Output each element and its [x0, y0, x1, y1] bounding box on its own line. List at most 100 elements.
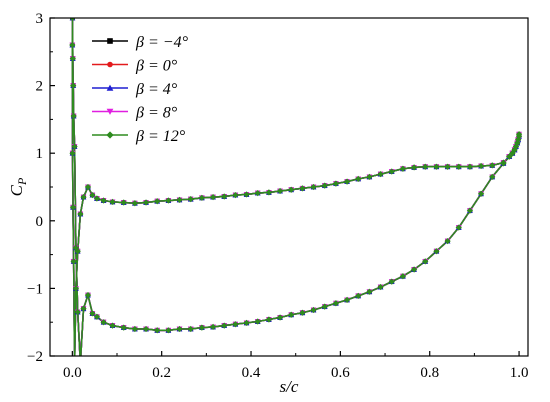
legend-label-3: β = 8° [135, 105, 178, 122]
data-point [299, 185, 306, 192]
legend-label-0: β = −4° [135, 34, 189, 51]
data-point [80, 305, 87, 312]
data-point [74, 308, 81, 316]
data-point [343, 178, 351, 185]
data-point [84, 292, 92, 299]
data-point [80, 194, 87, 201]
data-point [198, 324, 206, 331]
data-point [410, 266, 418, 273]
data-point [444, 237, 451, 245]
data-point [489, 173, 496, 180]
data-point [131, 200, 138, 207]
data-point [100, 319, 107, 326]
y-axis-label-main: C [7, 184, 26, 196]
data-point [74, 248, 81, 255]
data-point [477, 190, 485, 197]
data-point [154, 198, 161, 205]
data-point [332, 300, 340, 307]
data-point [515, 136, 522, 143]
y-axis-ticks: −2 −1 0 1 2 3 [27, 11, 55, 365]
plot-frame [49, 17, 529, 357]
data-point [142, 325, 150, 333]
data-point [355, 292, 362, 299]
data-point [69, 204, 77, 211]
data-point [187, 325, 194, 333]
data-point [176, 325, 183, 333]
data-point [466, 163, 474, 170]
data-point [93, 195, 101, 202]
data-point [69, 18, 76, 22]
data-point [70, 258, 77, 265]
series-line-4 [71, 18, 520, 356]
data-point [209, 323, 217, 331]
legend-label-2: β = 4° [135, 81, 178, 98]
data-point [410, 164, 418, 171]
data-point [343, 296, 351, 304]
data-point [89, 191, 96, 199]
data-point [232, 321, 239, 328]
data-point [89, 310, 96, 317]
data-point [444, 163, 451, 170]
y-tick-label: 2 [36, 79, 44, 95]
data-point [310, 183, 317, 191]
data-point [321, 303, 328, 310]
legend-label-1: β = 0° [135, 58, 178, 75]
data-point [198, 194, 206, 201]
data-point [72, 244, 80, 251]
data-point [109, 198, 116, 205]
x-tick-label: 0.0 [63, 365, 82, 381]
series-markers-4 [69, 18, 523, 334]
data-point [455, 163, 462, 170]
data-point [332, 180, 340, 187]
data-point [72, 285, 80, 292]
data-point [433, 248, 440, 255]
data-point [221, 193, 228, 200]
x-tick-label: 0.8 [420, 365, 439, 381]
data-point [288, 186, 295, 193]
data-point [77, 210, 84, 218]
data-point [388, 168, 395, 175]
y-tick-label: 1 [36, 146, 44, 162]
data-point [388, 278, 395, 285]
plot-lines [71, 18, 520, 356]
data-point [142, 199, 150, 206]
legend-marker-3 [106, 108, 114, 115]
legend-marker-2 [106, 84, 114, 91]
data-point [506, 153, 513, 160]
data-point [310, 306, 317, 314]
data-point [221, 322, 228, 329]
y-axis-label: CP [7, 177, 29, 196]
x-tick-label: 1.0 [510, 365, 529, 381]
data-point [131, 325, 138, 333]
data-point [165, 197, 172, 204]
x-tick-label: 0.4 [242, 365, 261, 381]
data-point [120, 199, 127, 206]
data-point [70, 112, 77, 120]
data-point [69, 55, 76, 62]
legend-marker-0 [107, 38, 113, 44]
data-point [299, 309, 306, 316]
data-point [265, 189, 273, 196]
data-point [84, 183, 92, 191]
data-point [187, 196, 194, 203]
data-point [366, 288, 373, 295]
y-tick-label: 0 [36, 214, 44, 230]
data-point [154, 327, 161, 334]
x-tick-label: 0.2 [152, 365, 171, 381]
data-point [93, 313, 101, 320]
data-point [276, 314, 284, 321]
data-point [399, 165, 407, 172]
y-tick-label: −2 [27, 349, 43, 365]
legend: β = −4° β = 0° β = 4° β = 8° β = 12° [92, 34, 189, 145]
data-point [466, 207, 474, 214]
data-point [399, 273, 407, 280]
y-axis-label-subscript: P [15, 177, 29, 186]
data-point [254, 189, 261, 197]
data-point [69, 41, 76, 49]
legend-marker-1 [107, 61, 113, 68]
data-point [366, 173, 373, 180]
data-point [243, 319, 250, 326]
y-tick-label: −1 [27, 281, 43, 297]
data-point [69, 150, 76, 157]
